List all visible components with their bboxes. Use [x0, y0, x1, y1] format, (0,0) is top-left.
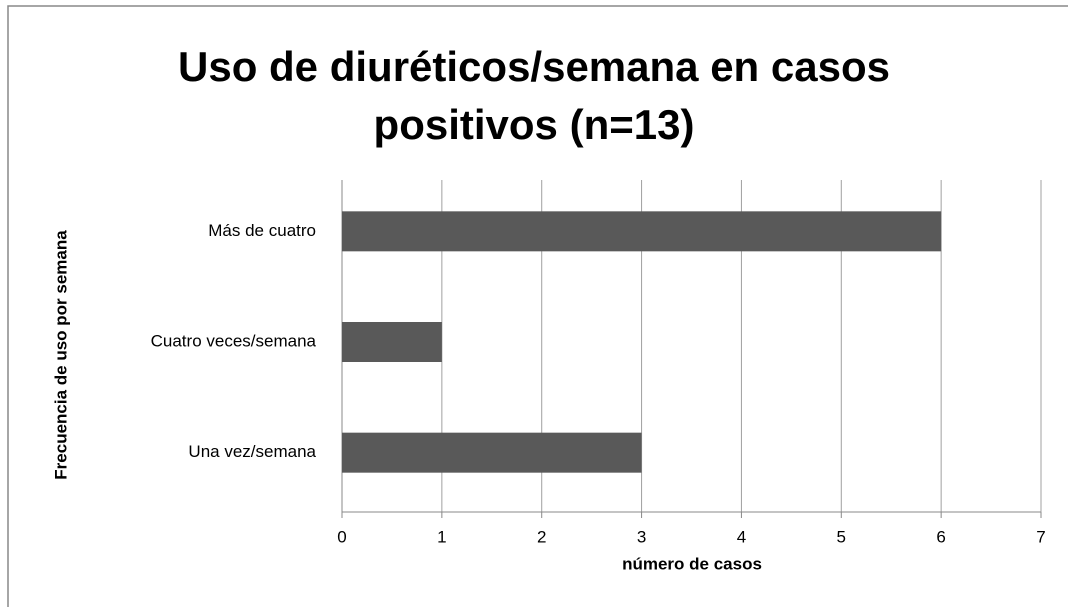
x-tick-label: 5: [837, 527, 846, 546]
x-axis-label: número de casos: [622, 554, 762, 573]
x-tick-label: 7: [1036, 527, 1045, 546]
x-tick-label: 4: [737, 527, 746, 546]
x-tick-label: 0: [337, 527, 346, 546]
x-tick-label: 1: [437, 527, 446, 546]
y-axis-label: Frecuencia de uso por semana: [51, 230, 70, 480]
y-tick-label: Cuatro veces/semana: [151, 331, 317, 350]
x-tick-label: 6: [936, 527, 945, 546]
bar: [342, 211, 942, 252]
bar: [342, 432, 642, 473]
chart-title: Uso de diuréticos/semana en casos positi…: [178, 43, 890, 148]
frame: [7, 5, 1068, 607]
y-tick-label: Más de cuatro: [208, 221, 316, 240]
x-tick-label: 2: [537, 527, 546, 546]
bar: [342, 322, 442, 362]
x-tick-label: 3: [637, 527, 646, 546]
y-tick-label: Una vez/semana: [188, 442, 316, 461]
